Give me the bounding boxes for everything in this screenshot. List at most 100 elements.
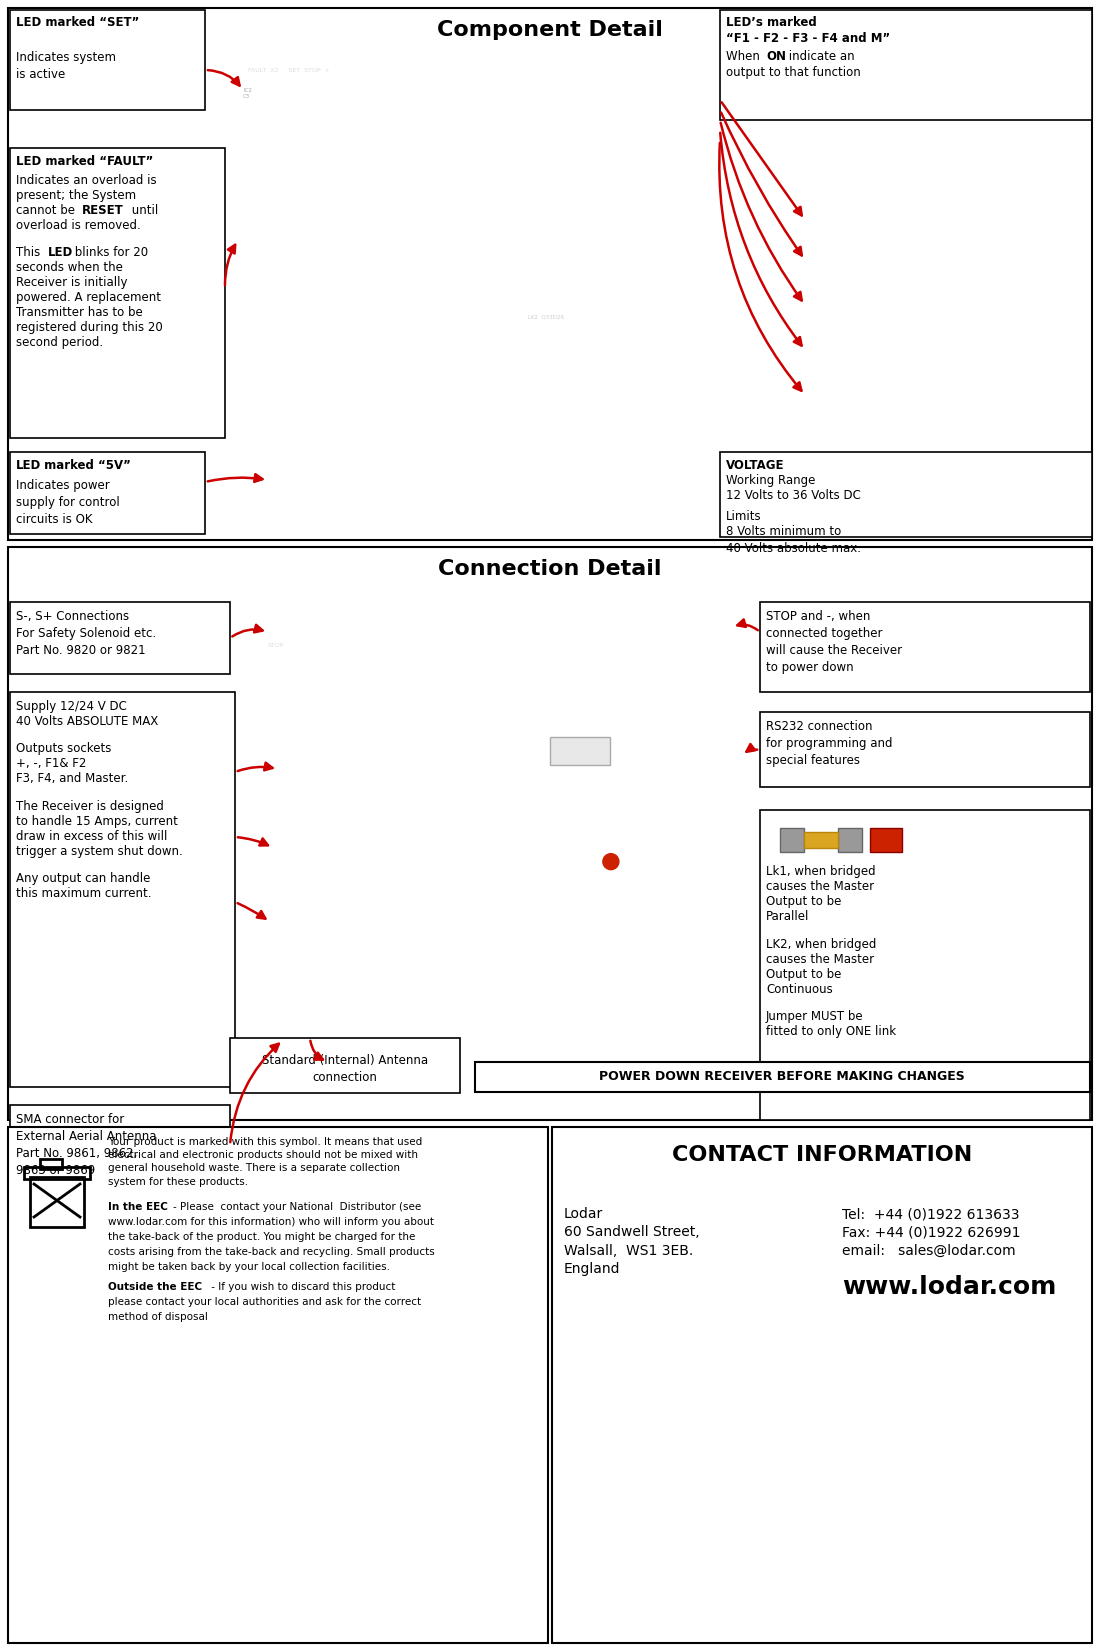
Bar (248, 608, 752, 1070)
Text: This: This (16, 246, 44, 259)
Text: F3: F3 (757, 294, 769, 302)
Bar (838, 829, 862, 852)
Text: Indicates power
supply for control
circuits is OK: Indicates power supply for control circu… (16, 479, 120, 527)
Text: trigger a system shut down.: trigger a system shut down. (16, 845, 183, 859)
Text: When: When (726, 50, 763, 63)
Text: please contact your local authorities and ask for the correct: please contact your local authorities an… (108, 1298, 421, 1308)
Text: Indicates an overload is: Indicates an overload is (16, 173, 156, 187)
Bar (8, 8, 1092, 540)
Text: Lodar
60 Sandwell Street,
Walsall,  WS1 3EB.
England: Lodar 60 Sandwell Street, Walsall, WS1 3… (564, 1207, 700, 1276)
Text: seconds when the: seconds when the (16, 261, 123, 274)
Text: ANT: ANT (487, 969, 513, 979)
Circle shape (603, 854, 619, 870)
Bar (230, 1038, 460, 1093)
Text: LED: LED (48, 246, 74, 259)
Text: CONTACT INFORMATION: CONTACT INFORMATION (672, 1146, 972, 1166)
Text: - Please  contact your National  Distributor (see: - Please contact your National Distribut… (173, 1202, 421, 1212)
Text: Tel:  +44 (0)1922 613633
Fax: +44 (0)1922 626991
email:   sales@lodar.com: Tel: +44 (0)1922 613633 Fax: +44 (0)1922… (842, 1207, 1021, 1258)
Bar (550, 736, 610, 764)
Bar (760, 603, 1090, 692)
Text: Jumper MUST be: Jumper MUST be (766, 1010, 864, 1024)
Text: Indicates system
is active: Indicates system is active (16, 35, 116, 81)
Text: Your product is marked with this symbol. It means that used
electrical and elect: Your product is marked with this symbol.… (108, 1138, 422, 1187)
Text: VOLTAGE: VOLTAGE (726, 459, 784, 472)
Text: IC2
C3: IC2 C3 (243, 88, 252, 99)
Text: causes the Master: causes the Master (766, 953, 874, 966)
Text: F3, F4, and Master.: F3, F4, and Master. (16, 773, 129, 784)
Text: until: until (128, 205, 158, 216)
Text: powered. A replacement: powered. A replacement (16, 291, 161, 304)
Bar (804, 832, 838, 849)
Text: S-, S+ Connections
For Safety Solenoid etc.
Part No. 9820 or 9821: S-, S+ Connections For Safety Solenoid e… (16, 609, 156, 657)
Text: Output to be: Output to be (766, 967, 842, 981)
Text: “F1 - F2 - F3 - F4 and M”: “F1 - F2 - F3 - F4 and M” (726, 31, 890, 45)
Text: M: M (757, 370, 766, 378)
Text: Parallel: Parallel (766, 910, 810, 923)
Text: Outputs sockets: Outputs sockets (16, 741, 111, 755)
Text: LED’s marked: LED’s marked (726, 17, 816, 30)
Text: ANT: ANT (585, 438, 612, 447)
Text: registered during this 20: registered during this 20 (16, 320, 163, 334)
Text: might be taken back by your local collection facilities.: might be taken back by your local collec… (108, 1261, 390, 1271)
Text: blinks for 20: blinks for 20 (72, 246, 148, 259)
Text: SMA connector for
External Aerial Antenna
Part No. 9861, 9862,
9863 or 9869: SMA connector for External Aerial Antenn… (16, 1113, 156, 1177)
Text: the take-back of the product. You might be charged for the: the take-back of the product. You might … (108, 1232, 416, 1242)
Text: Limits: Limits (726, 510, 761, 523)
Text: In the EEC: In the EEC (108, 1202, 172, 1212)
Text: causes the Master: causes the Master (766, 880, 874, 893)
Bar (10, 452, 205, 533)
Text: Standard (Internal) Antenna
connection: Standard (Internal) Antenna connection (262, 1053, 428, 1085)
Bar (10, 149, 225, 438)
Text: Component Detail: Component Detail (437, 20, 663, 40)
Text: ON: ON (766, 50, 786, 63)
Text: Connection Detail: Connection Detail (438, 560, 662, 580)
Text: draw in excess of this will: draw in excess of this will (16, 830, 167, 844)
Text: cannot be: cannot be (16, 205, 79, 216)
Text: 5V: 5V (288, 401, 302, 411)
Text: STOP and -, when
connected together
will cause the Receiver
to power down: STOP and -, when connected together will… (766, 609, 902, 674)
Bar (720, 452, 1092, 537)
Bar (8, 546, 1092, 1119)
Text: - If you wish to discard this product: - If you wish to discard this product (208, 1281, 395, 1293)
Text: POWER DOWN RECEIVER BEFORE MAKING CHANGES: POWER DOWN RECEIVER BEFORE MAKING CHANGE… (600, 1070, 965, 1083)
Text: The Receiver is designed: The Receiver is designed (16, 801, 164, 812)
Text: F2: F2 (757, 256, 769, 264)
Bar (780, 829, 804, 852)
Text: Receiver is initially: Receiver is initially (16, 276, 128, 289)
Bar (475, 1062, 1090, 1091)
Text: Lk1, when bridged: Lk1, when bridged (766, 865, 876, 878)
Text: LK2  Q33D26: LK2 Q33D26 (528, 314, 564, 320)
Text: www.lodar.com for this information) who will inform you about: www.lodar.com for this information) who … (108, 1217, 435, 1227)
Text: Transmitter has to be: Transmitter has to be (16, 305, 143, 319)
Bar (30, 1177, 84, 1227)
Bar (552, 1128, 1092, 1643)
Bar (760, 712, 1090, 788)
Text: Working Range: Working Range (726, 474, 815, 487)
Text: STOP: STOP (268, 642, 285, 647)
Text: marked “5V”: marked “5V” (40, 459, 131, 472)
Text: Output to be: Output to be (766, 895, 842, 908)
Text: LED marked “SET”: LED marked “SET” (16, 17, 140, 30)
Text: S+
S-: S+ S- (258, 622, 268, 636)
Text: costs arising from the take-back and recycling. Small products: costs arising from the take-back and rec… (108, 1247, 435, 1256)
Text: this maximum current.: this maximum current. (16, 887, 152, 900)
Bar (40, 1159, 62, 1169)
Text: LED: LED (16, 459, 42, 472)
Text: output to that function: output to that function (726, 66, 860, 79)
Text: RESET: RESET (82, 205, 123, 216)
Bar (24, 1167, 90, 1179)
Text: RS232 connection
for programming and
special features: RS232 connection for programming and spe… (766, 720, 892, 768)
Bar (10, 692, 235, 1086)
Bar (760, 811, 1090, 1119)
Text: LK2, when bridged: LK2, when bridged (766, 938, 877, 951)
Text: F4: F4 (757, 332, 769, 340)
Text: method of disposal: method of disposal (108, 1313, 208, 1322)
Text: Supply 12/24 V DC: Supply 12/24 V DC (16, 700, 126, 713)
Bar (228, 59, 805, 530)
Text: Any output can handle: Any output can handle (16, 872, 151, 885)
Bar (8, 1128, 548, 1643)
Bar (10, 10, 205, 111)
Bar (10, 1105, 230, 1210)
Text: overload is removed.: overload is removed. (16, 220, 141, 233)
Text: +
F1
F2
F3
M: + F1 F2 F3 M (263, 746, 272, 779)
